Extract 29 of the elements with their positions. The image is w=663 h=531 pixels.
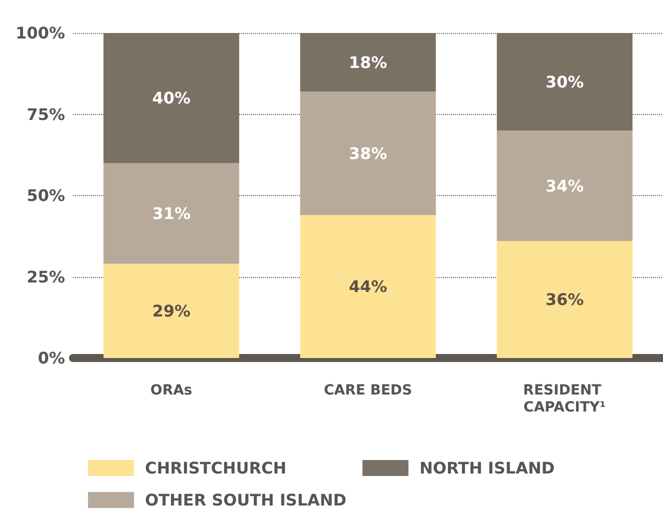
data-label: 38% — [348, 144, 388, 163]
bar — [496, 33, 633, 130]
y-tick-label: 75% — [26, 104, 65, 124]
x-tick-label: CARE BEDS — [324, 382, 412, 398]
x-tick-label: ORAs — [150, 382, 192, 398]
data-label: 34% — [546, 176, 584, 196]
data-label: 30% — [546, 72, 584, 92]
y-tick-label: 50% — [26, 186, 65, 205]
bar — [300, 92, 436, 215]
y-tick-label: 0% — [38, 348, 65, 368]
data-label: 40% — [152, 88, 190, 108]
bar — [300, 33, 436, 92]
bar — [300, 215, 436, 358]
data-label: 36% — [546, 290, 584, 309]
x-tick-label: RESIDENT CAPACITY¹ — [523, 382, 606, 416]
y-tick-label: 25% — [26, 267, 65, 286]
data-label: 44% — [348, 277, 388, 296]
bar — [103, 264, 240, 358]
data-label: 31% — [152, 204, 190, 223]
data-label: 18% — [348, 52, 388, 72]
y-tick-label: 100% — [16, 24, 65, 42]
legend-label: OTHER SOUTH ISLAND — [145, 490, 346, 510]
legend-label: CHRISTCHURCH — [145, 458, 286, 478]
bar — [103, 33, 240, 163]
legend-label: NORTH ISLAND — [419, 458, 555, 478]
bar — [496, 130, 633, 241]
bar — [103, 163, 240, 264]
bar — [496, 241, 633, 358]
data-label: 29% — [152, 301, 190, 320]
